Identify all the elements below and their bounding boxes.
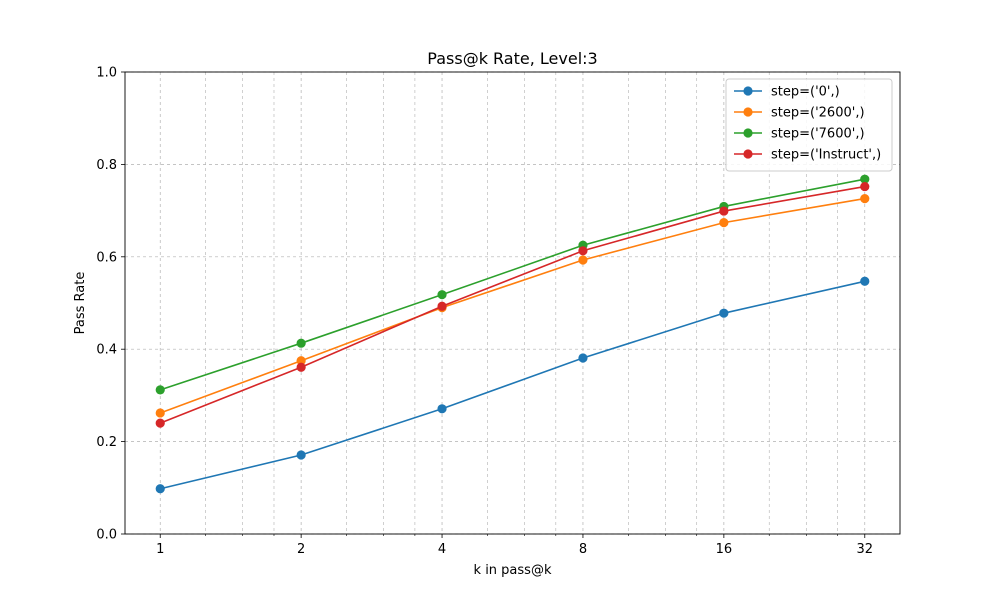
- chart-title: Pass@k Rate, Level:3: [427, 49, 597, 68]
- data-point: [437, 290, 447, 300]
- data-point: [155, 484, 165, 494]
- y-tick-label: 0.8: [96, 158, 117, 173]
- y-tick-label: 0.0: [96, 528, 117, 543]
- data-point: [860, 193, 870, 204]
- data-point: [155, 418, 165, 428]
- y-tick-label: 0.2: [96, 435, 117, 450]
- plot-frame: [124, 71, 901, 535]
- legend-label: step=('7600',): [771, 127, 865, 142]
- x-tick-label: 8: [579, 542, 587, 557]
- legend-label: step=('0',): [771, 85, 840, 100]
- y-axis-label: Pass Rate: [73, 272, 88, 335]
- data-point: [860, 276, 870, 286]
- series-line: [159, 185, 865, 424]
- legend-label: step=('Instruct',): [771, 148, 881, 163]
- data-point: [719, 206, 729, 216]
- series-line: [159, 197, 865, 414]
- x-tick-label: 2: [297, 542, 305, 557]
- x-axis-label: k in pass@k: [474, 563, 552, 578]
- data-point: [155, 408, 165, 418]
- series-0: [155, 276, 870, 494]
- series-3: [155, 181, 870, 428]
- series-line: [160, 280, 865, 490]
- x-tick-label: 16: [716, 542, 733, 557]
- legend-entry: step=('2600',): [734, 106, 865, 121]
- series-1: [155, 193, 870, 418]
- legend-swatch-marker: [743, 86, 753, 96]
- legend-entry: step=('0',): [734, 85, 840, 100]
- x-tick-label: 4: [438, 542, 446, 557]
- legend-swatch-marker: [743, 107, 753, 117]
- data-point: [296, 450, 306, 460]
- y-tick-label: 0.4: [96, 343, 117, 358]
- data-point: [437, 404, 447, 414]
- data-point: [719, 218, 729, 228]
- series-line: [159, 178, 865, 391]
- series-layer: [155, 174, 870, 494]
- data-point: [296, 362, 306, 372]
- legend: step=('0',) step=('2600',) step=('7600',) s…: [725, 78, 893, 172]
- data-point: [860, 174, 870, 184]
- legend-box: [725, 78, 893, 172]
- data-point: [437, 301, 447, 311]
- data-point: [578, 353, 588, 363]
- data-point: [578, 255, 588, 265]
- legend-label: step=('2600',): [771, 106, 865, 121]
- axes: 1 2 4 8 16 32 0.0 0.2 0.4 0.6 0.8 1.0: [96, 66, 901, 557]
- y-tick-label: 1.0: [96, 66, 117, 81]
- y-tick-label: 0.6: [96, 250, 117, 265]
- data-point: [155, 385, 165, 395]
- data-point: [719, 308, 729, 318]
- data-point: [296, 356, 306, 366]
- data-point: [860, 181, 870, 192]
- data-point: [296, 338, 306, 348]
- legend-entry: step=('Instruct',): [734, 148, 881, 163]
- x-tick-label: 1: [156, 542, 164, 557]
- x-tick-label: 32: [856, 542, 873, 557]
- legend-entry: step=('7600',): [734, 127, 865, 142]
- legend-swatch-marker: [743, 149, 753, 159]
- legend-swatch-marker: [743, 128, 753, 138]
- data-point: [578, 246, 588, 256]
